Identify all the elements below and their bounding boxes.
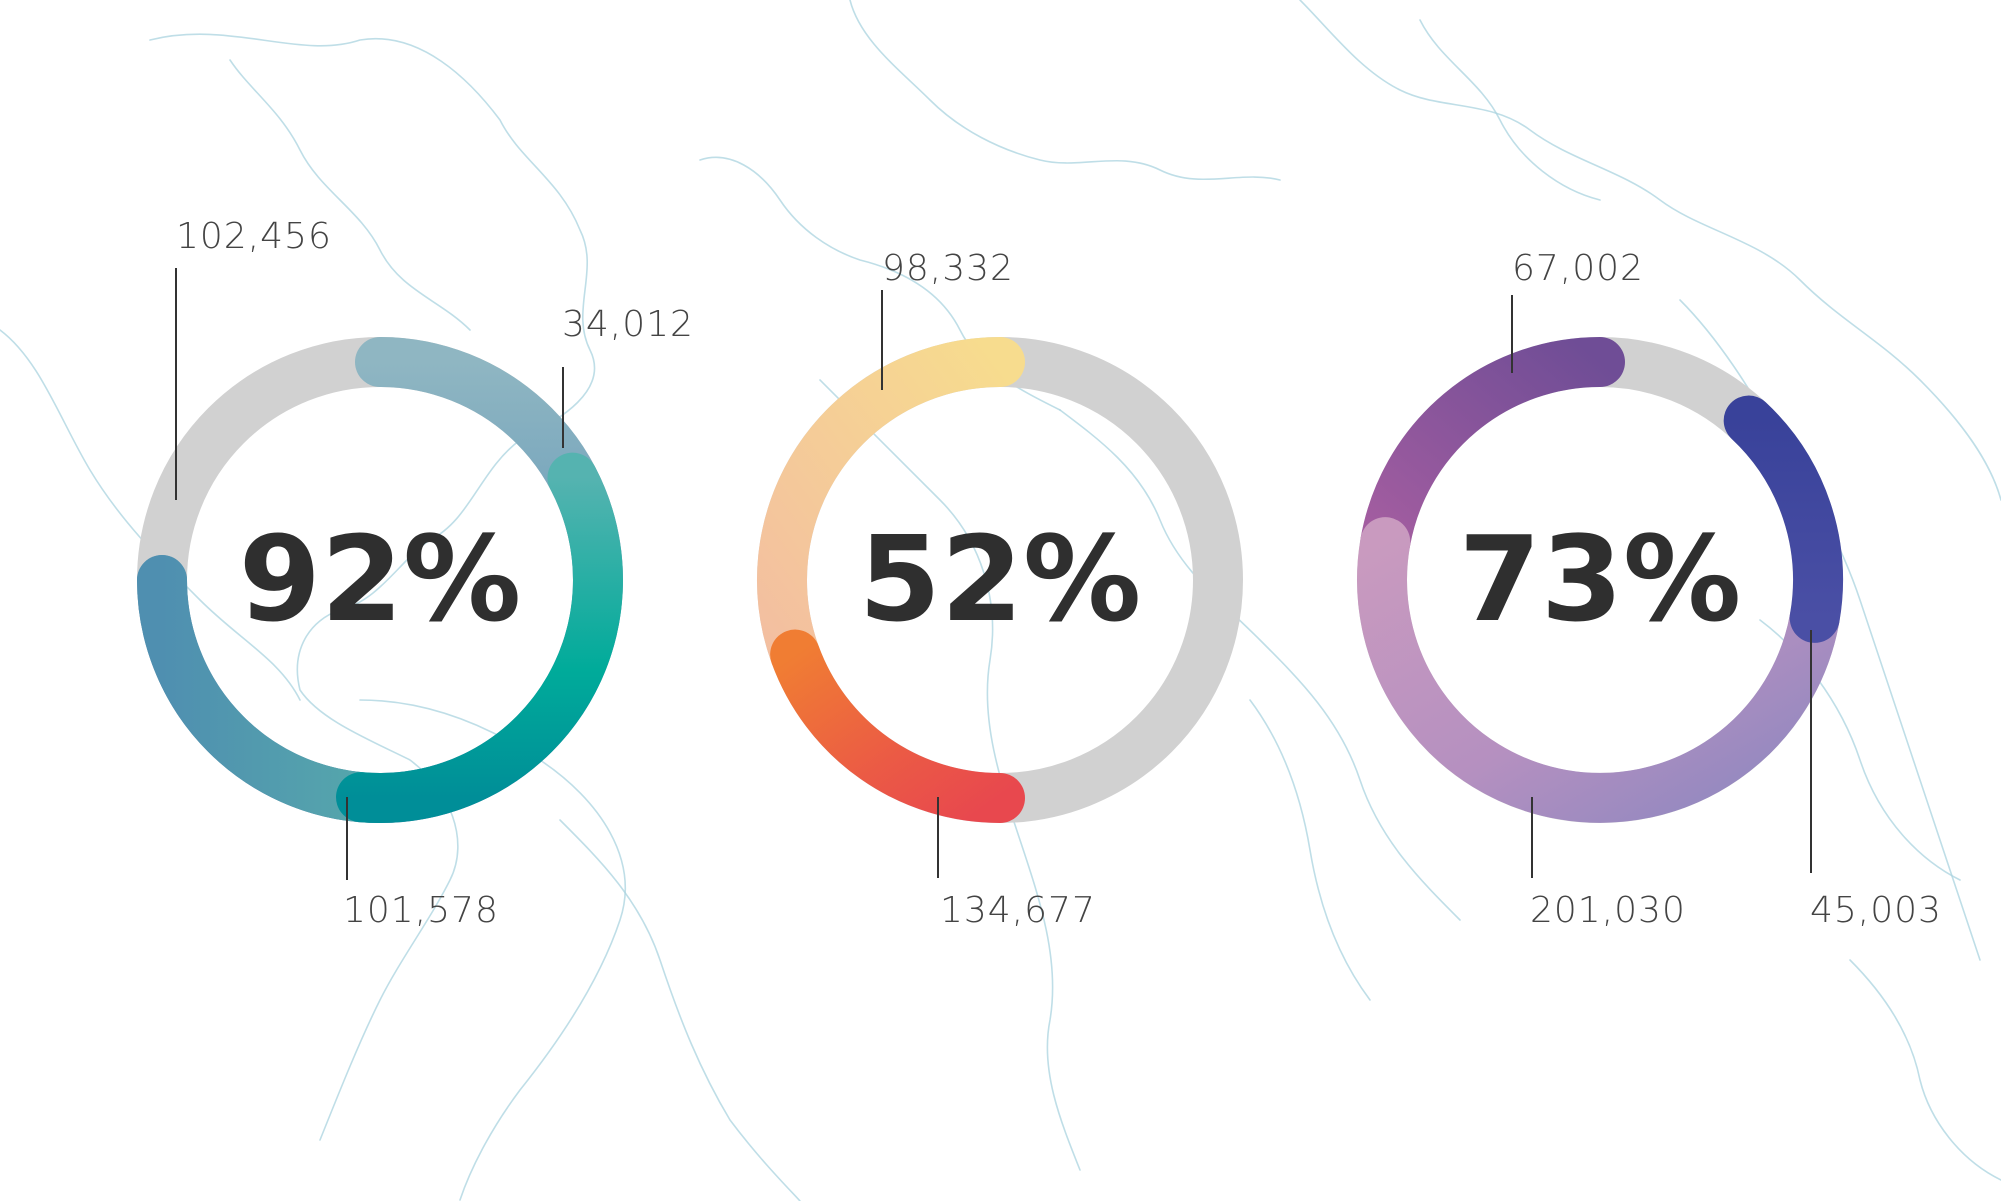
donut-segment-1	[1360, 337, 1625, 568]
donut-segment-3	[336, 452, 623, 823]
center-percent-label: 73%	[1459, 510, 1741, 648]
center-percent-label: 52%	[859, 510, 1141, 648]
donut-segment-2	[770, 629, 1025, 823]
segment-value-label: 201,030	[1530, 890, 1686, 931]
segment-value-label: 34,012	[562, 304, 694, 345]
segment-value-label: 45,003	[1810, 890, 1942, 931]
segment-value-label: 67,002	[1512, 248, 1644, 289]
segment-value-label: 134,677	[940, 890, 1096, 931]
donut-chart-1: 102,456 101,578 34,012 92%	[137, 216, 694, 931]
donut-segment-2	[1357, 517, 1840, 823]
charts-layer: 102,456 101,578 34,012 92% 98,332 134,677 52% 6…	[137, 216, 1942, 931]
segment-value-label: 101,578	[343, 890, 499, 931]
donut-chart-3: 67,002 201,030 45,003 73%	[1357, 248, 1942, 931]
donut-segment-2	[137, 555, 386, 823]
segment-value-label: 102,456	[176, 216, 332, 257]
donut-segment-1	[757, 337, 1025, 680]
donut-chart-2: 98,332 134,677 52%	[757, 248, 1243, 931]
segment-value-label: 98,332	[882, 248, 1014, 289]
donut-segment-3	[1723, 395, 1843, 643]
center-percent-label: 92%	[239, 510, 521, 648]
